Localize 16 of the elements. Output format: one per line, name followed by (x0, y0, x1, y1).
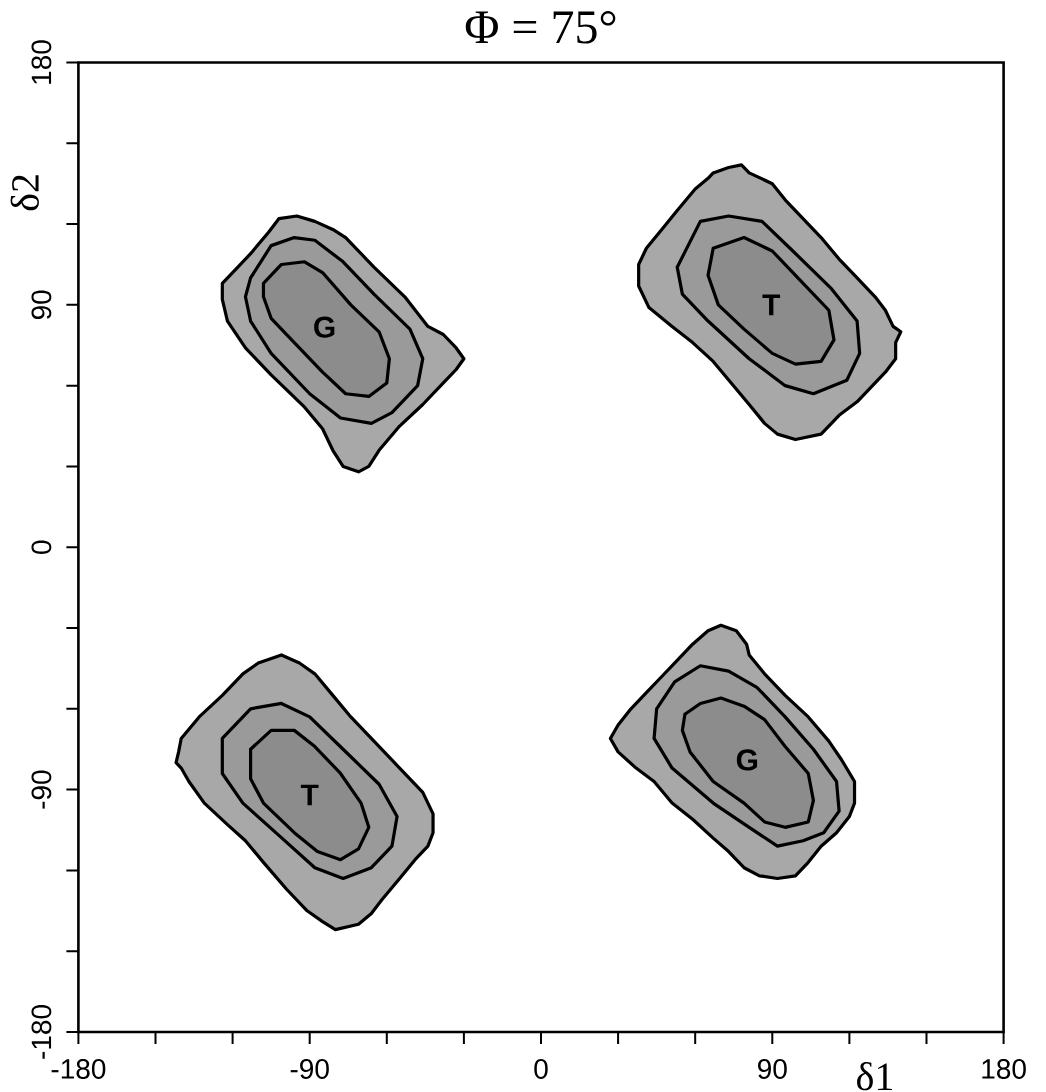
x-axis-title: δ1 (857, 1062, 892, 1091)
x-tick-label: 0 (534, 1059, 548, 1079)
annotation: T (762, 294, 781, 316)
x-tick-label: -90 (290, 1059, 329, 1079)
y-axis-title: δ2 (10, 175, 39, 211)
annotation: G (736, 749, 758, 771)
x-tick-label: -180 (51, 1059, 106, 1079)
y-tick-label: 180 (31, 40, 52, 84)
x-tick-label: 90 (758, 1059, 787, 1079)
y-tick-label: 90 (31, 290, 52, 320)
annotation: T (300, 784, 319, 806)
y-tick-label: 0 (31, 540, 52, 554)
y-tick-label: -90 (31, 770, 52, 809)
x-tick-label: 180 (982, 1059, 1026, 1079)
annotation: G (314, 316, 335, 338)
chart-title: Φ = 75° (465, 11, 616, 44)
